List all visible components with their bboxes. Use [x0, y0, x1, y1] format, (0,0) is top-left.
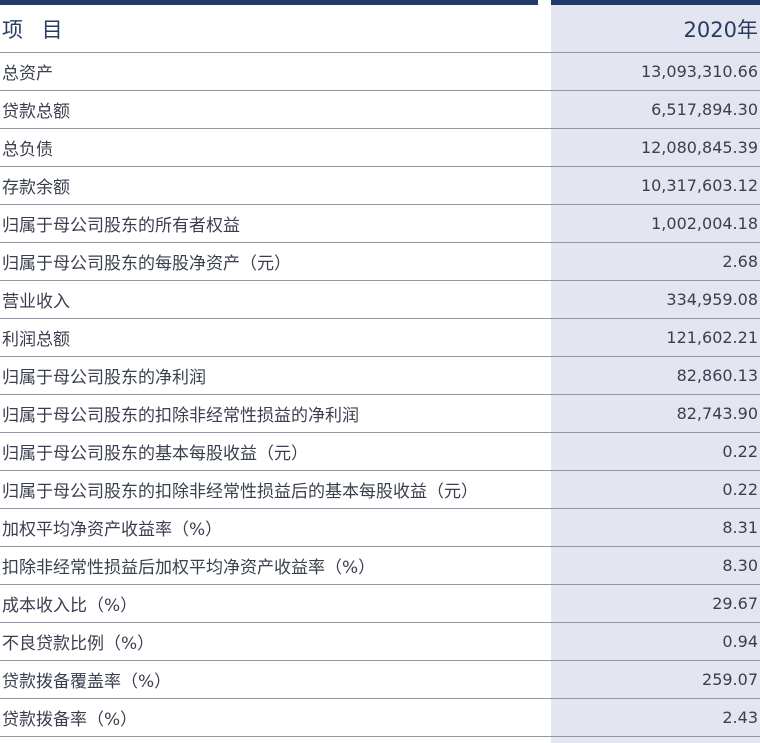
- row-label: 贷款拨备覆盖率（%）: [0, 660, 551, 699]
- row-value: 13,093,310.66: [551, 52, 760, 91]
- row-value: 0.94: [551, 622, 760, 661]
- table-row: 存款余额 10,317,603.12: [0, 166, 760, 205]
- row-label: 成本收入比（%）: [0, 584, 551, 623]
- row-value: 8.30: [551, 546, 760, 585]
- row-label: 营业收入: [0, 280, 551, 319]
- row-label: 归属于母公司股东的所有者权益: [0, 204, 551, 243]
- table-row: 总负债 12,080,845.39: [0, 128, 760, 167]
- table-header-row: 项 目 2020年: [0, 5, 760, 53]
- row-label: 存款余额: [0, 166, 551, 205]
- row-value: 0.22: [551, 470, 760, 509]
- table-row: 营业收入 334,959.08: [0, 280, 760, 319]
- row-label: 总负债: [0, 128, 551, 167]
- table-row: 加权平均净资产收益率（%） 8.31: [0, 508, 760, 547]
- table-body: 总资产 13,093,310.66 贷款总额 6,517,894.30 总负债 12,08…: [0, 52, 760, 737]
- row-value: 1,002,004.18: [551, 204, 760, 243]
- row-label: 利润总额: [0, 318, 551, 357]
- header-bar: [0, 0, 760, 5]
- row-value: 29.67: [551, 584, 760, 623]
- row-label: 归属于母公司股东的净利润: [0, 356, 551, 395]
- row-value: 121,602.21: [551, 318, 760, 357]
- table-row: 归属于母公司股东的每股净资产（元） 2.68: [0, 242, 760, 281]
- row-value: 0.22: [551, 432, 760, 471]
- table-row: 归属于母公司股东的扣除非经常性损益后的基本每股收益（元） 0.22: [0, 470, 760, 509]
- row-label: 归属于母公司股东的每股净资产（元）: [0, 242, 551, 281]
- financial-summary-table: 项 目 2020年 总资产 13,093,310.66 贷款总额 6,517,894.…: [0, 5, 760, 737]
- row-label: 加权平均净资产收益率（%）: [0, 508, 551, 547]
- row-value: 2.43: [551, 698, 760, 737]
- table-row: 扣除非经常性损益后加权平均净资产收益率（%） 8.30: [0, 546, 760, 585]
- row-label: 归属于母公司股东的扣除非经常性损益后的基本每股收益（元）: [0, 470, 551, 509]
- table-row: 利润总额 121,602.21: [0, 318, 760, 357]
- row-label: 归属于母公司股东的基本每股收益（元）: [0, 432, 551, 471]
- row-label: 总资产: [0, 52, 551, 91]
- row-value: 12,080,845.39: [551, 128, 760, 167]
- row-label: 贷款总额: [0, 90, 551, 129]
- row-value: 6,517,894.30: [551, 90, 760, 129]
- item-column-header: 项 目: [0, 5, 551, 53]
- year-column-header: 2020年: [551, 5, 760, 53]
- row-value: 10,317,603.12: [551, 166, 760, 205]
- row-value: 82,860.13: [551, 356, 760, 395]
- row-label: 不良贷款比例（%）: [0, 622, 551, 661]
- table-row: 贷款拨备率（%） 2.43: [0, 698, 760, 737]
- row-value: 334,959.08: [551, 280, 760, 319]
- row-label: 贷款拨备率（%）: [0, 698, 551, 737]
- table-row: 归属于母公司股东的基本每股收益（元） 0.22: [0, 432, 760, 471]
- row-value: 259.07: [551, 660, 760, 699]
- row-value: 8.31: [551, 508, 760, 547]
- table-row: 贷款总额 6,517,894.30: [0, 90, 760, 129]
- table-row: 不良贷款比例（%） 0.94: [0, 622, 760, 661]
- table-row: 成本收入比（%） 29.67: [0, 584, 760, 623]
- table-row: 归属于母公司股东的净利润 82,860.13: [0, 356, 760, 395]
- table-row: 总资产 13,093,310.66: [0, 52, 760, 91]
- row-value: 2.68: [551, 242, 760, 281]
- row-label: 扣除非经常性损益后加权平均净资产收益率（%）: [0, 546, 551, 585]
- table-row: 归属于母公司股东的所有者权益 1,002,004.18: [0, 204, 760, 243]
- row-value: 82,743.90: [551, 394, 760, 433]
- header-bar-right: [551, 0, 760, 5]
- table-row: 归属于母公司股东的扣除非经常性损益的净利润 82,743.90: [0, 394, 760, 433]
- header-bar-left: [0, 0, 538, 5]
- row-label: 归属于母公司股东的扣除非经常性损益的净利润: [0, 394, 551, 433]
- table-row: 贷款拨备覆盖率（%） 259.07: [0, 660, 760, 699]
